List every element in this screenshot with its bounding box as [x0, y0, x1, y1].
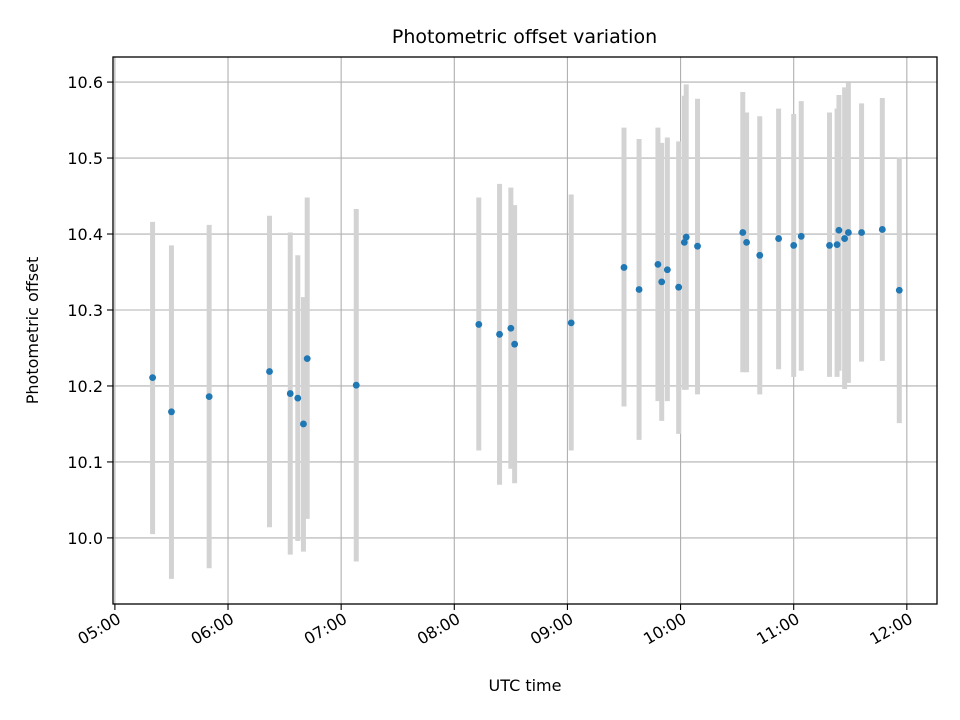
y-tick-label: 10.5 — [67, 149, 103, 168]
data-point — [205, 393, 213, 400]
data-point — [833, 241, 841, 249]
data-point — [790, 242, 798, 249]
data-point — [149, 374, 156, 382]
data-point — [635, 286, 643, 293]
data-point — [797, 232, 805, 240]
data-point — [658, 278, 666, 286]
data-point — [511, 340, 519, 348]
data-point — [756, 251, 764, 259]
y-tick-label: 10.6 — [67, 73, 103, 92]
data-point — [475, 321, 483, 328]
y-tick-label: 10.3 — [67, 301, 103, 320]
data-point — [682, 233, 690, 241]
y-tick-label: 10.2 — [67, 377, 103, 396]
data-point — [352, 381, 360, 389]
data-point — [294, 394, 302, 402]
data-point — [826, 242, 833, 249]
data-point — [496, 330, 503, 338]
data-point — [895, 286, 903, 294]
data-point — [878, 226, 886, 233]
data-point — [654, 261, 662, 268]
data-point — [303, 355, 311, 363]
data-point — [743, 238, 750, 246]
data-point — [620, 264, 628, 271]
chart-title: Photometric offset variation — [392, 26, 657, 48]
data-points — [149, 226, 903, 428]
y-tick-label: 10.0 — [67, 529, 103, 548]
data-point — [663, 266, 671, 274]
data-point — [300, 420, 307, 428]
data-point — [286, 390, 294, 397]
data-point — [739, 229, 747, 236]
y-axis: 10.0 10.1 10.2 10.3 10.4 10.5 10.6 — [67, 73, 113, 548]
data-point — [844, 229, 852, 236]
data-point — [694, 242, 701, 250]
data-point — [507, 324, 515, 332]
grid-lines — [113, 57, 937, 604]
data-point — [567, 319, 575, 327]
data-point — [775, 235, 783, 242]
data-point — [835, 226, 843, 234]
y-axis-label: Photometric offset — [23, 257, 42, 405]
data-point — [266, 368, 273, 375]
data-point — [168, 408, 175, 416]
data-point — [841, 235, 849, 242]
data-point — [680, 238, 688, 246]
data-point — [858, 229, 865, 236]
y-tick-label: 10.4 — [67, 225, 103, 244]
x-axis-label: UTC time — [489, 676, 562, 695]
data-point — [675, 283, 683, 291]
y-tick-label: 10.1 — [67, 453, 103, 472]
plot-frame — [112, 56, 938, 605]
